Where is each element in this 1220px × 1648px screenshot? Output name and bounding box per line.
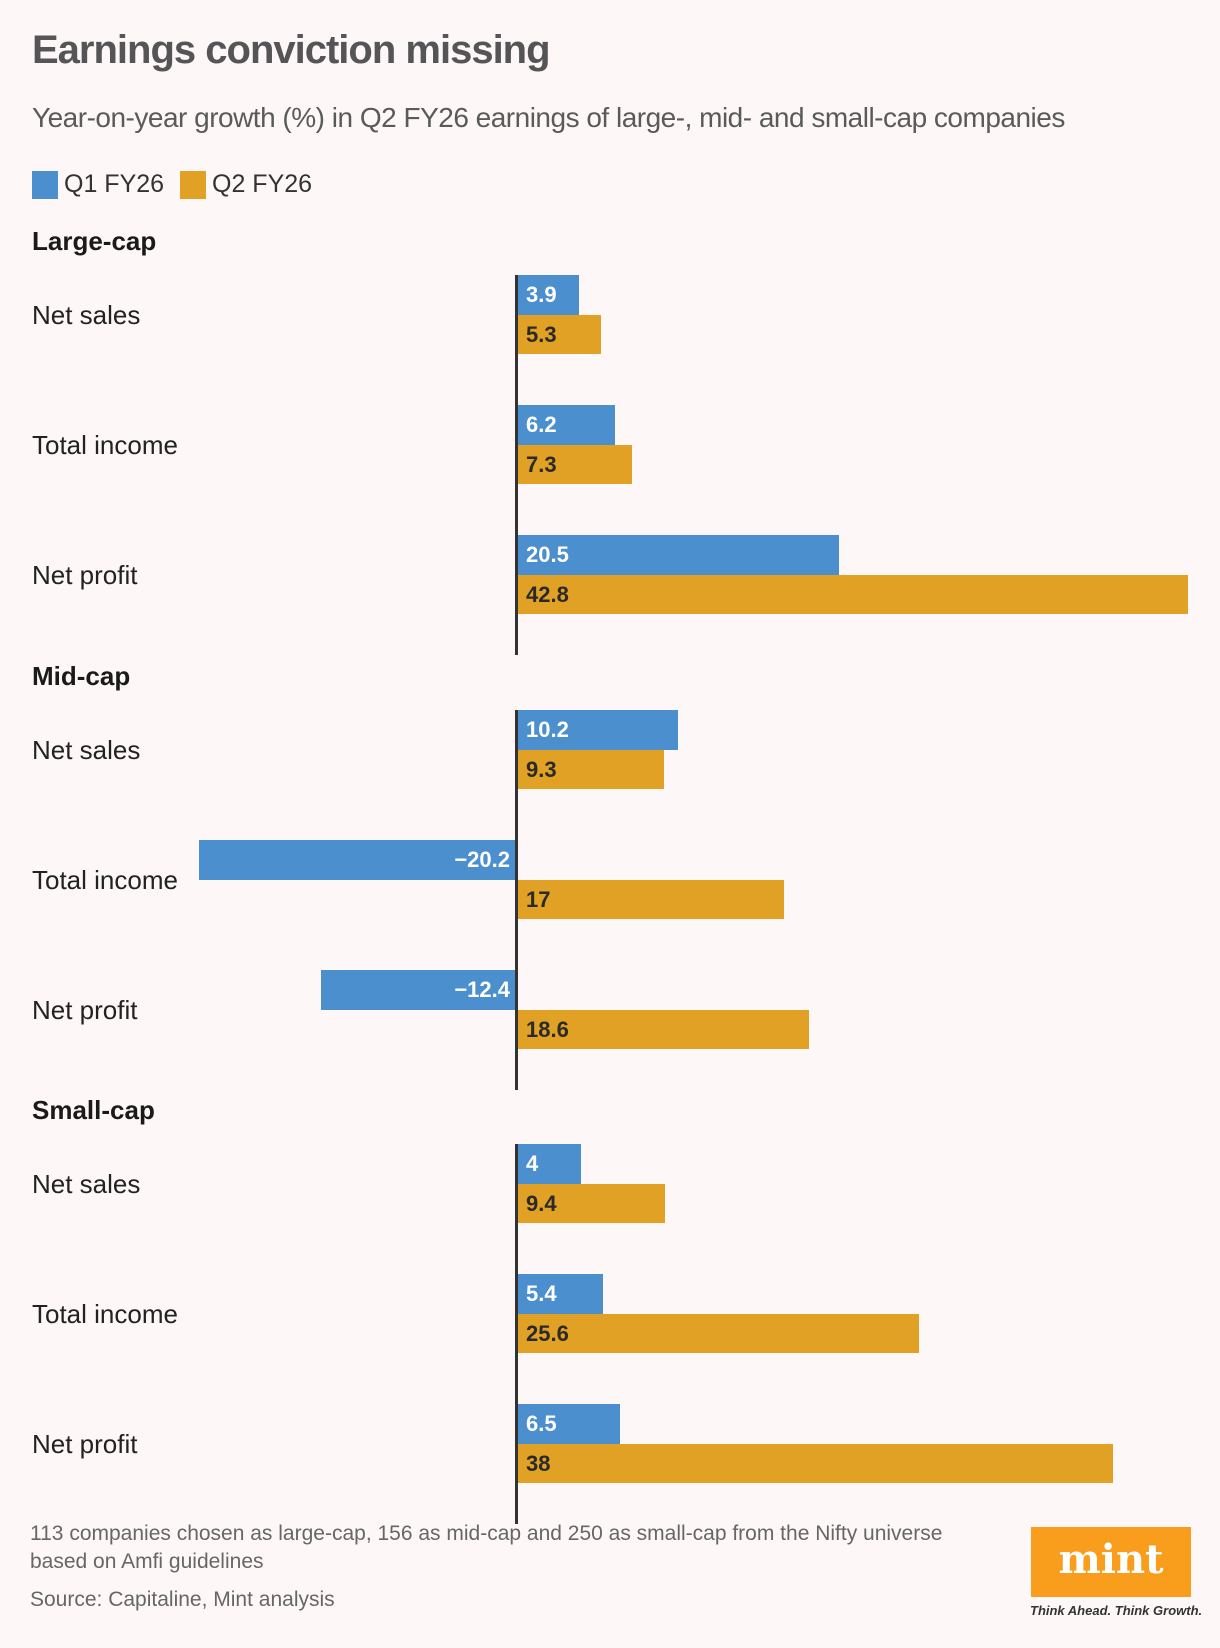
data-label: 38 <box>526 1450 551 1476</box>
data-label: 20.5 <box>526 542 569 567</box>
bar-q1 <box>198 840 515 880</box>
data-label: 25.6 <box>526 1320 569 1346</box>
bar-q2 <box>518 444 633 484</box>
category-label: Net sales <box>32 1169 141 1199</box>
legend-swatch-q1 <box>32 170 58 199</box>
bar-q2 <box>518 1443 1114 1483</box>
logo-tagline: Think Ahead. Think Growth. <box>1030 1603 1203 1618</box>
bar-q1 <box>518 275 580 315</box>
bar-q1 <box>518 1274 603 1314</box>
legend-swatch-q2 <box>180 170 206 199</box>
bar-q2 <box>518 879 785 919</box>
data-label: 10.2 <box>526 717 569 742</box>
legend-item-q1: Q1 FY26 <box>32 170 164 199</box>
bar-q2 <box>518 314 601 354</box>
data-label: −20.2 <box>454 847 510 872</box>
data-label: 6.5 <box>526 1411 557 1436</box>
data-label: 9.3 <box>526 756 557 782</box>
legend-label-q1: Q1 FY26 <box>64 170 165 198</box>
bar-q2 <box>518 1183 666 1223</box>
data-label: 5.3 <box>526 321 557 347</box>
bar-q2 <box>518 574 1189 614</box>
category-label: Net profit <box>32 995 138 1025</box>
zero-axis <box>515 275 518 655</box>
category-label: Total income <box>32 1299 178 1329</box>
bar-q1 <box>320 970 515 1010</box>
zero-axis <box>515 710 518 1090</box>
mint-logo: mint <box>1031 1527 1191 1597</box>
data-label: −12.4 <box>454 977 510 1002</box>
data-label: 5.4 <box>526 1281 557 1306</box>
category-label: Total income <box>32 865 178 895</box>
legend-item-q2: Q2 FY26 <box>180 170 312 199</box>
bar-q1 <box>518 535 840 575</box>
panel-title: Small-cap <box>32 1095 155 1125</box>
category-label: Total income <box>32 430 178 460</box>
data-label: 17 <box>526 886 551 912</box>
panel-title: Mid-cap <box>32 661 131 691</box>
bar-q2 <box>518 749 664 789</box>
bar-q1 <box>518 710 678 750</box>
data-label: 42.8 <box>526 581 569 607</box>
category-label: Net sales <box>32 300 141 330</box>
bar-q1 <box>518 1404 620 1444</box>
bar-q1 <box>518 1144 581 1184</box>
data-label: 6.2 <box>526 412 557 437</box>
footnote-line-2: based on Amfi guidelines <box>30 1550 264 1573</box>
zero-axis <box>515 1144 518 1524</box>
footnote-line-1: 113 companies chosen as large-cap, 156 a… <box>30 1522 943 1545</box>
data-label: 3.9 <box>526 282 557 307</box>
data-label: 9.4 <box>526 1190 557 1216</box>
bar-q2 <box>518 1009 810 1049</box>
source-note: Source: Capitaline, Mint analysis <box>30 1588 335 1611</box>
data-label: 4 <box>526 1151 539 1176</box>
chart-title: Earnings conviction missing <box>32 28 551 72</box>
chart-subtitle: Year-on-year growth (%) in Q2 FY26 earni… <box>32 102 1065 133</box>
legend-label-q2: Q2 FY26 <box>212 170 313 198</box>
category-label: Net profit <box>32 1429 138 1459</box>
data-label: 18.6 <box>526 1016 569 1042</box>
panel-title: Large-cap <box>32 226 157 256</box>
bar-q1 <box>518 405 616 445</box>
category-label: Net sales <box>32 735 141 765</box>
bar-q2 <box>518 1313 919 1353</box>
data-label: 7.3 <box>526 451 557 477</box>
category-label: Net profit <box>32 560 138 590</box>
